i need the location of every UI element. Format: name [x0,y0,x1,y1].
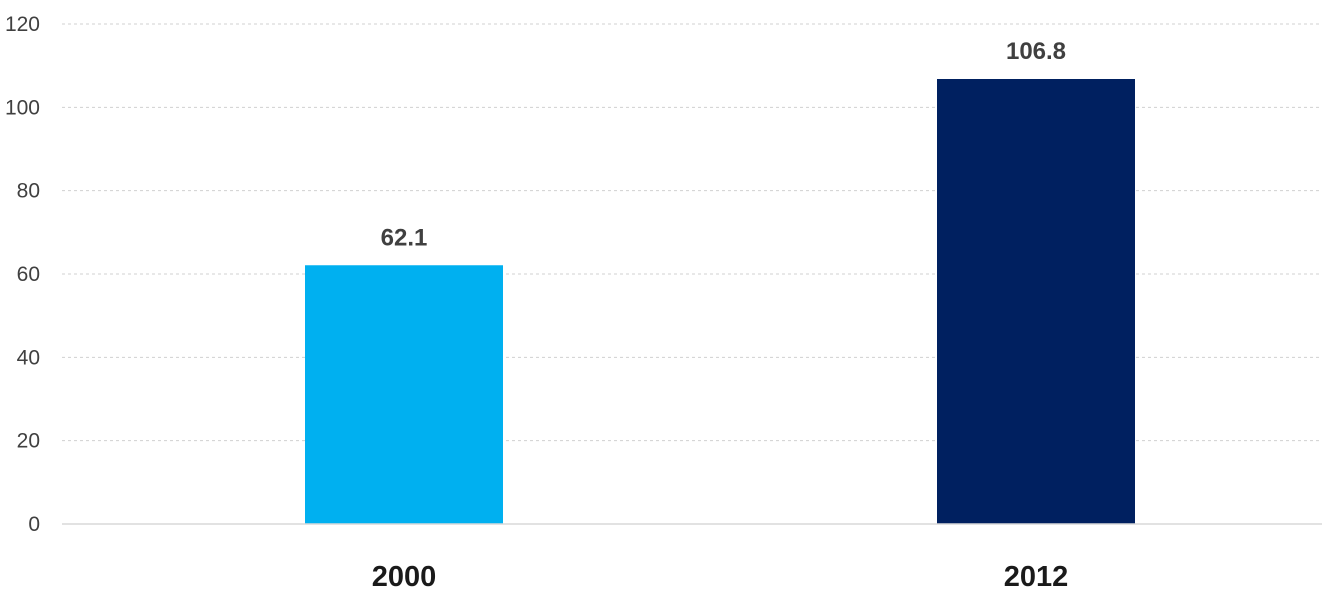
y-tick-label: 20 [17,430,40,453]
y-tick-label: 60 [17,263,40,286]
y-tick-label: 100 [5,96,40,119]
x-category-label-2012: 2012 [1004,561,1069,590]
bar-2012 [937,79,1135,524]
data-label-2000: 62.1 [381,224,428,251]
y-tick-label: 0 [28,513,40,536]
data-label-2012: 106.8 [1006,38,1066,65]
y-axis-tick-labels: 0 20 40 60 80 100 120 [5,13,40,536]
x-category-label-2000: 2000 [372,561,437,590]
y-tick-label: 120 [5,13,40,36]
x-axis-category-labels: 2000 2012 [372,561,1069,590]
bar-2000 [305,265,503,524]
y-tick-label: 40 [17,346,40,369]
y-tick-label: 80 [17,180,40,203]
bars [305,79,1135,524]
